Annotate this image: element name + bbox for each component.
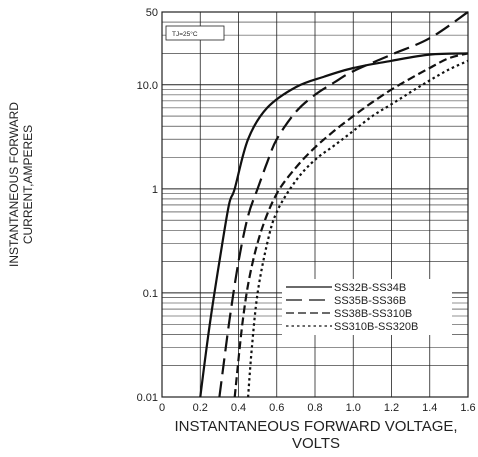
legend-label: SS32B-SS34B — [334, 282, 406, 294]
legend-label: SS310B-SS320B — [334, 321, 418, 333]
temperature-annotation: TJ=25°C — [172, 30, 198, 38]
x-tick-label: 0.2 — [193, 402, 208, 414]
x-axis-label-line-2: VOLTS — [292, 435, 340, 452]
series-line-1 — [199, 52, 469, 398]
legend-label: SS38B-SS310B — [334, 308, 412, 320]
y-tick-labels: 0.01 0.1 1 10.0 50 — [137, 7, 158, 404]
series-line-3 — [233, 52, 469, 398]
y-tick-label: 50 — [146, 7, 158, 19]
y-axis-label-line-2: CURRENT,AMPERES — [21, 125, 35, 244]
series-lines — [199, 11, 469, 398]
y-tick-label: 1 — [152, 184, 158, 196]
x-tick-label: 1.6 — [460, 402, 475, 414]
x-axis-label-line-1: INSTANTANEOUS FORWARD VOLTAGE, — [174, 418, 457, 435]
x-tick-label: 0 — [159, 402, 165, 414]
y-tick-label: 0.01 — [137, 392, 158, 404]
series-line-4 — [247, 59, 469, 398]
y-tick-label: 0.1 — [143, 288, 158, 300]
x-tick-label: 1.0 — [346, 402, 361, 414]
x-tick-label: 1.2 — [384, 402, 399, 414]
series-line-2 — [218, 11, 469, 398]
x-tick-label: 0.8 — [307, 402, 322, 414]
annotation-box: TJ=25°C — [165, 25, 225, 41]
x-tick-label: 0.6 — [269, 402, 284, 414]
x-tick-label: 0.4 — [231, 402, 246, 414]
y-axis-label-line-1: INSTANTANEOUS FORWARD — [7, 102, 21, 267]
x-tick-label: 1.4 — [422, 402, 437, 414]
legend: SS32B-SS34BSS35B-SS36BSS38B-SS310BSS310B… — [282, 279, 452, 335]
y-tick-label: 10.0 — [137, 80, 158, 92]
plot-frame — [161, 11, 469, 398]
legend-label: SS35B-SS36B — [334, 295, 406, 307]
x-tick-labels: 0 0.2 0.4 0.6 0.8 1.0 1.2 1.4 1.6 — [159, 402, 476, 414]
